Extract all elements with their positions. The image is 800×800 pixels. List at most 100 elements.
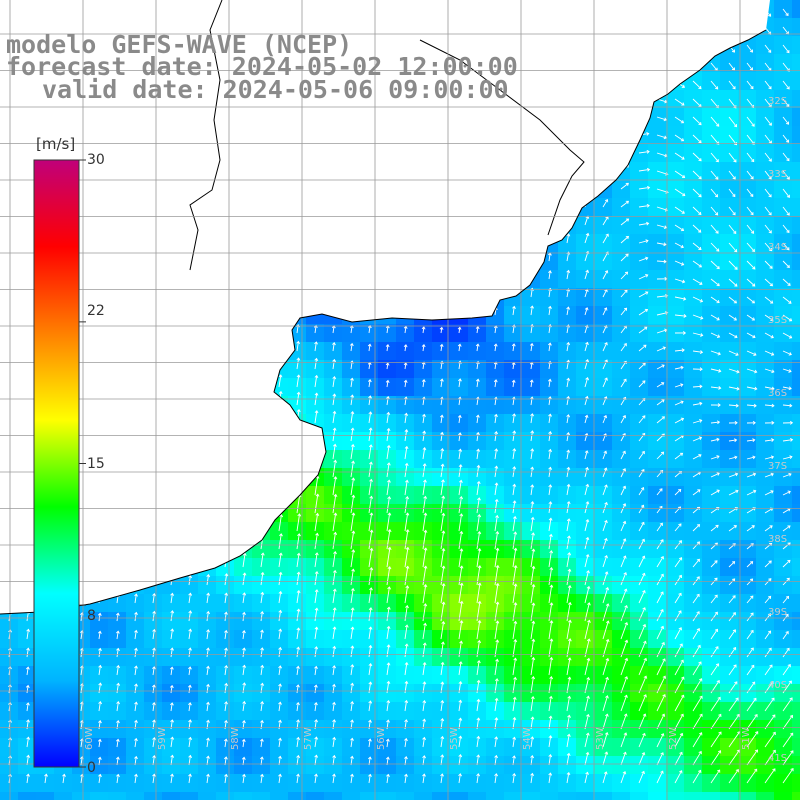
wind-cell	[342, 126, 361, 145]
wind-cell	[594, 162, 613, 181]
wind-arrow	[638, 770, 645, 784]
wind-arrow	[350, 460, 355, 478]
wind-arrow	[439, 309, 444, 316]
wind-cell	[522, 198, 541, 217]
wind-cell	[0, 108, 19, 127]
wind-cell	[378, 90, 397, 109]
wind-arrow	[710, 594, 718, 604]
wind-cell	[684, 738, 703, 757]
wind-cell	[126, 378, 145, 397]
wind-arrow	[638, 203, 650, 208]
wind-arrow	[188, 369, 194, 388]
wind-cell	[468, 720, 487, 739]
wind-arrow	[782, 170, 790, 180]
wind-cell	[396, 594, 415, 613]
wind-arrow	[656, 539, 664, 550]
wind-cell	[378, 540, 397, 559]
wind-arrow	[440, 661, 445, 676]
wind-cell	[342, 36, 361, 55]
wind-arrow	[620, 271, 629, 280]
wind-cell	[540, 378, 559, 397]
wind-cell	[612, 360, 631, 379]
wind-arrow	[25, 684, 30, 694]
wind-cell	[162, 774, 181, 793]
wind-cell	[432, 324, 451, 343]
wind-arrow	[656, 224, 668, 230]
wind-arrow	[278, 323, 283, 334]
wind-arrow	[98, 520, 103, 532]
wind-cell	[450, 144, 469, 163]
wind-arrow	[278, 17, 282, 28]
wind-arrow	[746, 188, 754, 198]
wind-cell	[558, 108, 577, 127]
wind-cell	[288, 54, 307, 73]
lon-label: 54W	[522, 727, 533, 750]
wind-arrow	[494, 0, 498, 10]
wind-cell	[342, 396, 361, 415]
wind-arrow	[260, 269, 264, 280]
wind-arrow	[404, 52, 409, 64]
wind-cell	[702, 720, 721, 739]
wind-cell	[486, 468, 505, 487]
wind-cell	[180, 612, 199, 631]
wind-arrow	[458, 378, 462, 388]
wind-arrow	[115, 630, 120, 640]
wind-cell	[342, 486, 361, 505]
wind-cell	[324, 666, 343, 685]
wind-cell	[234, 504, 253, 523]
wind-arrow	[331, 180, 336, 190]
wind-cell	[162, 648, 181, 667]
wind-arrow	[296, 340, 301, 352]
wind-arrow	[566, 89, 571, 100]
wind-arrow	[26, 576, 30, 586]
wind-cell	[288, 432, 307, 451]
wind-cell	[396, 378, 415, 397]
wind-cell	[108, 702, 127, 721]
wind-arrow	[512, 70, 517, 82]
wind-arrow	[764, 403, 775, 408]
wind-cell	[558, 774, 577, 793]
wind-cell	[162, 432, 181, 451]
wind-arrow	[170, 215, 175, 226]
wind-cell	[162, 306, 181, 325]
wind-cell	[324, 162, 343, 181]
wind-cell	[216, 324, 235, 343]
wind-arrow	[116, 34, 121, 46]
wind-arrow	[638, 24, 649, 28]
wind-cell	[594, 0, 613, 19]
wind-cell	[594, 360, 613, 379]
wind-cell	[576, 612, 595, 631]
wind-arrow	[26, 465, 31, 478]
wind-arrow	[764, 260, 773, 269]
wind-cell	[270, 378, 289, 397]
wind-cell	[360, 126, 379, 145]
wind-arrow	[26, 736, 31, 748]
wind-cell	[378, 720, 397, 739]
wind-cell	[342, 360, 361, 379]
wind-cell	[738, 666, 757, 685]
wind-cell	[198, 252, 217, 271]
wind-arrow	[170, 442, 176, 460]
wind-arrow	[728, 188, 736, 198]
wind-cell	[108, 108, 127, 127]
wind-cell	[270, 738, 289, 757]
wind-arrow	[746, 296, 756, 304]
wind-arrow	[278, 533, 283, 550]
lon-label: 58W	[230, 727, 241, 750]
wind-cell	[630, 72, 649, 91]
wind-cell	[360, 306, 379, 325]
wind-arrow	[206, 387, 212, 406]
wind-arrow	[97, 126, 102, 136]
wind-cell	[54, 72, 73, 91]
wind-cell	[198, 198, 217, 217]
country-border	[189, 0, 223, 271]
wind-arrow	[638, 273, 649, 280]
wind-arrow	[278, 737, 282, 748]
wind-arrow	[170, 517, 175, 532]
wind-cell	[396, 468, 415, 487]
wind-cell	[432, 594, 451, 613]
wind-arrow	[746, 62, 753, 71]
wind-arrow	[440, 252, 444, 262]
wind-arrow	[314, 410, 319, 424]
wind-arrow	[584, 307, 589, 316]
